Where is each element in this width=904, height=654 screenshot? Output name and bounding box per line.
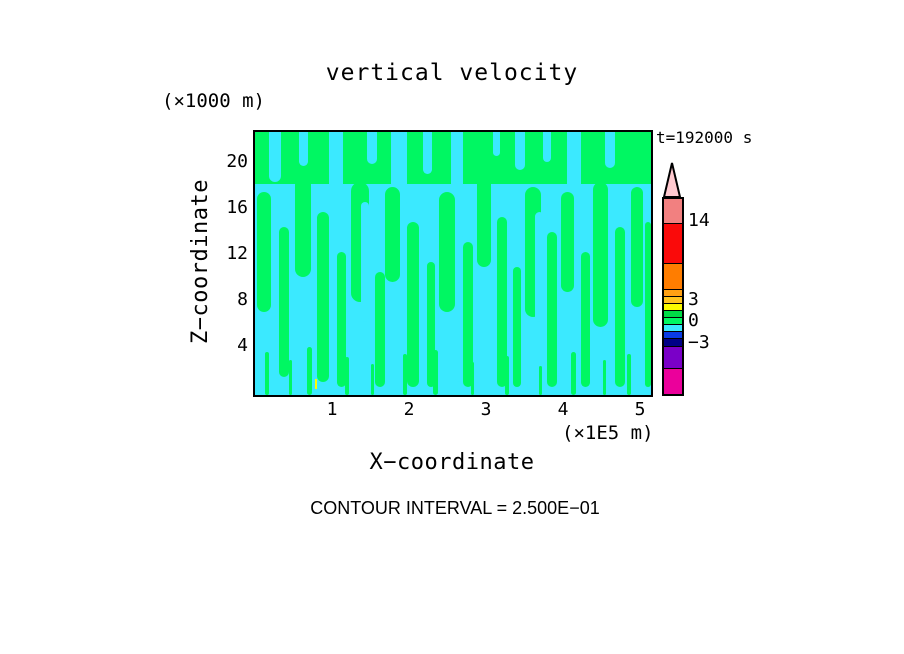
z-tick-label: 12 xyxy=(226,243,248,264)
colorbar xyxy=(662,197,684,396)
colorbar-level-label: 3 xyxy=(688,289,699,310)
x-axis-units-label: (×1E5 m) xyxy=(562,422,654,444)
colorbar-band xyxy=(664,347,682,369)
contour-region xyxy=(513,267,521,387)
contour-region xyxy=(515,132,525,170)
contour-region xyxy=(317,212,329,382)
contour-region xyxy=(329,132,343,195)
z-tick-label: 20 xyxy=(226,151,248,172)
contour-region xyxy=(645,222,651,387)
contour-region xyxy=(535,212,544,322)
contour-region xyxy=(295,177,311,277)
x-tick-label: 2 xyxy=(403,399,415,420)
contour-region xyxy=(299,132,308,166)
x-tick-label: 3 xyxy=(480,399,492,420)
plot-title: vertical velocity xyxy=(325,60,579,86)
colorbar-band xyxy=(664,339,682,347)
contour-region xyxy=(407,222,419,387)
colorbar-level-label: 0 xyxy=(688,310,699,331)
contour-region xyxy=(505,356,509,395)
contour-region xyxy=(631,187,643,307)
contour-region xyxy=(423,132,432,174)
time-annotation: t=192000 s xyxy=(656,128,753,147)
contour-region xyxy=(567,132,581,192)
colorbar-level-label: −3 xyxy=(688,332,710,353)
x-tick-label: 1 xyxy=(326,399,338,420)
contour-region xyxy=(345,357,349,395)
colorbar-band xyxy=(664,318,682,325)
contour-region xyxy=(371,364,374,395)
contour-region xyxy=(497,217,507,387)
contour-field xyxy=(255,132,651,395)
contour-region xyxy=(279,227,289,377)
contour-region xyxy=(603,360,606,395)
contour-region xyxy=(593,182,608,327)
contour-region xyxy=(337,252,346,387)
contour-region xyxy=(265,352,269,395)
contour-region xyxy=(307,347,312,395)
colorbar-band xyxy=(664,311,682,318)
contour-region xyxy=(561,192,574,292)
contour-region xyxy=(395,302,401,392)
contour-region xyxy=(463,242,473,387)
z-tick-label: 16 xyxy=(226,197,248,218)
contour-region xyxy=(543,132,551,162)
colorbar-band xyxy=(664,332,682,339)
colorbar-band xyxy=(664,264,682,290)
contour-region xyxy=(571,352,576,395)
colorbar-level-label: 14 xyxy=(688,210,710,231)
contour-region xyxy=(315,379,317,389)
contour-region xyxy=(361,202,369,322)
contour-region xyxy=(403,354,407,395)
contour-plot-frame xyxy=(253,130,653,397)
contour-region xyxy=(367,132,377,164)
z-tick-label: 8 xyxy=(237,289,248,310)
contour-region xyxy=(471,362,474,395)
contour-region xyxy=(455,282,462,382)
colorbar-band xyxy=(664,297,682,304)
colorbar-band xyxy=(664,369,682,394)
contour-region xyxy=(433,350,438,395)
contour-region xyxy=(547,232,557,387)
contour-region xyxy=(581,252,590,387)
x-axis-label: X−coordinate xyxy=(369,450,535,475)
x-tick-label: 4 xyxy=(557,399,569,420)
contour-region xyxy=(257,192,271,312)
colorbar-band xyxy=(664,224,682,264)
contour-region xyxy=(477,177,491,267)
x-tick-label: 5 xyxy=(634,399,646,420)
contour-interval-note: CONTOUR INTERVAL = 2.500E−01 xyxy=(310,498,600,518)
contour-region xyxy=(605,132,615,168)
contour-region xyxy=(539,366,542,395)
colorbar-arrow-tip xyxy=(662,162,682,198)
colorbar-band xyxy=(664,199,682,224)
contour-region xyxy=(385,187,400,282)
contour-region xyxy=(493,132,500,156)
contour-region xyxy=(375,272,385,387)
contour-region xyxy=(627,354,631,395)
contour-region xyxy=(289,360,292,395)
contour-region xyxy=(615,227,625,387)
colorbar-band xyxy=(664,304,682,311)
colorbar-band xyxy=(664,325,682,332)
contour-region xyxy=(269,132,281,182)
colorbar-band xyxy=(664,290,682,297)
z-tick-label: 4 xyxy=(237,335,248,356)
z-axis-units-label: (×1000 m) xyxy=(162,90,265,112)
contour-region xyxy=(439,192,455,312)
